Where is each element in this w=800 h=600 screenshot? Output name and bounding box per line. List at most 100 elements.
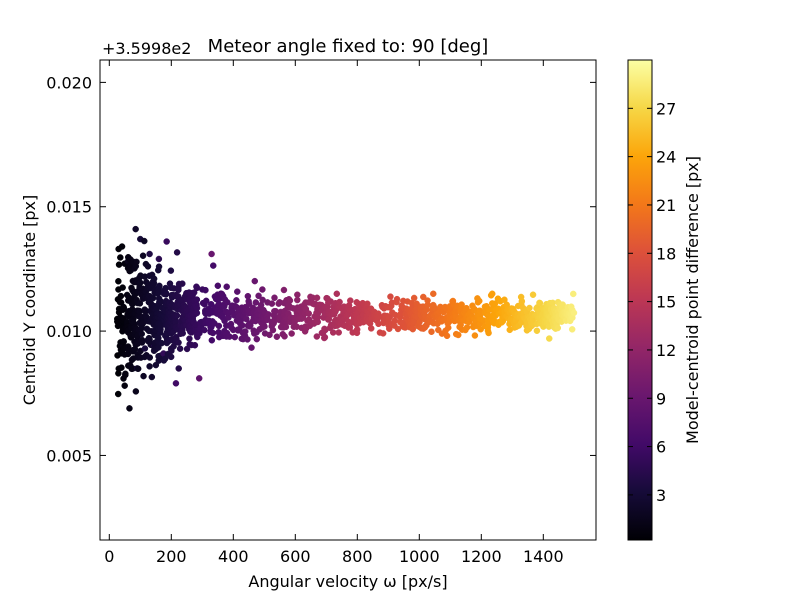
scatter-point — [214, 282, 222, 290]
scatter-point — [207, 301, 215, 308]
scatter-point — [202, 286, 209, 294]
plot-frame — [99, 59, 597, 541]
scatter-point — [114, 390, 122, 398]
scatter-point — [149, 294, 157, 302]
scatter-point — [208, 250, 215, 258]
scatter-point — [118, 364, 125, 371]
scatter-point — [259, 286, 266, 293]
colorbar-label: Model-centroid point difference [px] — [683, 156, 702, 444]
scatter-point — [391, 317, 399, 324]
scatter-point — [202, 297, 210, 305]
scatter-point — [115, 261, 123, 268]
scatter-point — [321, 334, 329, 341]
scatter-point — [261, 323, 268, 330]
scatter-point — [224, 299, 231, 306]
scatter-point — [489, 290, 496, 298]
scatter-point — [173, 249, 181, 256]
scatter-point — [329, 329, 337, 336]
scatter-point — [162, 290, 170, 297]
scatter-point — [144, 263, 152, 270]
x-tick-label: 800 — [342, 547, 373, 566]
scatter-point — [119, 284, 126, 291]
scatter-point — [379, 330, 387, 337]
scatter-point — [428, 328, 435, 336]
scatter-point — [529, 291, 537, 298]
scatter-point — [273, 333, 281, 340]
scatter-point — [463, 324, 471, 331]
scatter-point — [243, 315, 250, 323]
scatter-point — [138, 330, 145, 338]
y-tick-label: 0.020 — [46, 73, 92, 92]
scatter-point — [141, 345, 149, 352]
scatter-point — [167, 353, 175, 361]
scatter-point — [266, 331, 273, 339]
scatter-point — [252, 299, 260, 306]
scatter-point — [155, 263, 163, 270]
colorbar-gradient — [627, 59, 653, 541]
scatter-point — [568, 326, 576, 333]
scatter-point — [121, 382, 128, 389]
scatter-point — [201, 326, 208, 334]
scatter-point — [265, 311, 272, 318]
colorbar-tick-label: 12 — [656, 341, 676, 360]
scatter-point — [126, 405, 133, 412]
scatter-point — [314, 313, 322, 321]
scatter-point — [347, 297, 354, 304]
scatter-point — [136, 300, 144, 307]
scatter-point — [364, 300, 371, 307]
y-offset-text: +3.5998e2 — [102, 39, 191, 58]
scatter-point — [190, 289, 198, 296]
scatter-point — [195, 375, 203, 382]
scatter-point — [210, 262, 217, 269]
x-tick-label: 1400 — [523, 547, 564, 566]
scatter-point — [393, 295, 401, 303]
colorbar-tick-label: 24 — [656, 148, 676, 167]
scatter-point — [186, 335, 193, 342]
scatter-point — [549, 299, 556, 307]
scatter-point — [215, 322, 223, 330]
scatter-point — [445, 324, 452, 331]
scatter-point — [443, 332, 451, 340]
scatter-point — [173, 312, 181, 319]
chart-title: Meteor angle fixed to: 90 [deg] — [208, 36, 489, 57]
scatter-point — [268, 300, 276, 307]
scatter-point — [244, 336, 251, 343]
scatter-point — [526, 304, 533, 312]
scatter-point — [288, 330, 295, 337]
scatter-points — [114, 225, 578, 412]
x-tick-label: 1000 — [399, 547, 440, 566]
x-axis-label: Angular velocity ω [px/s] — [248, 572, 447, 591]
scatter-point — [163, 238, 170, 245]
colorbar-tick-label: 6 — [656, 438, 666, 457]
scatter-point — [394, 325, 402, 333]
scatter-point — [172, 380, 180, 387]
scatter-point — [477, 326, 484, 333]
x-tick-label: 1200 — [461, 547, 502, 566]
x-tick-label: 600 — [280, 547, 311, 566]
scatter-point — [120, 338, 127, 345]
scatter-point — [139, 252, 147, 259]
scatter-point — [140, 372, 147, 380]
scatter-point — [346, 324, 354, 331]
scatter-point — [353, 326, 361, 333]
scatter-point — [545, 335, 553, 342]
scatter-point — [251, 277, 259, 285]
scatter-point — [137, 279, 144, 286]
scatter-point — [255, 292, 262, 300]
scatter-point — [570, 309, 578, 317]
scatter-point — [120, 304, 128, 312]
scatter-point — [294, 291, 301, 298]
scatter-point — [174, 293, 182, 300]
scatter-point — [282, 323, 290, 331]
scatter-point — [485, 329, 492, 337]
scatter-point — [245, 300, 253, 308]
scatter-point — [420, 293, 427, 301]
colorbar-tick-label: 21 — [656, 196, 676, 215]
colorbar-tick-label: 15 — [656, 293, 676, 312]
scatter-point — [242, 328, 249, 335]
scatter-point — [193, 304, 201, 312]
scatter-point — [536, 299, 544, 307]
scatter-point — [239, 322, 246, 329]
scatter-point — [117, 254, 124, 261]
